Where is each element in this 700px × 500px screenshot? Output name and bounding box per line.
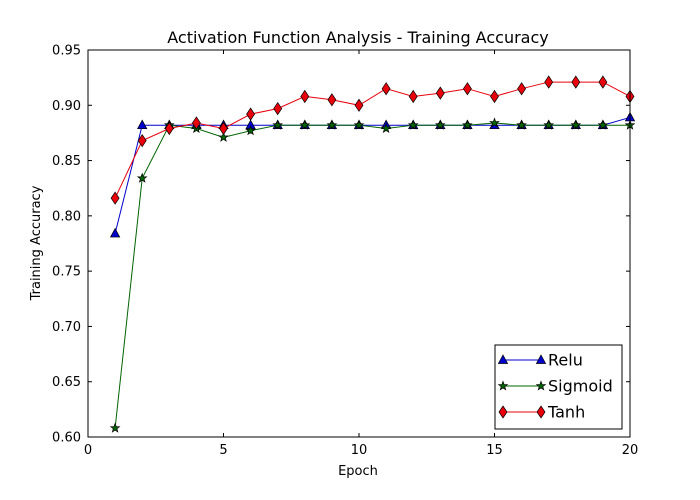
legend-item-relu: Relu	[497, 351, 583, 370]
legend-marker-sigmoid	[497, 380, 509, 391]
x-axis-label: Epoch	[338, 464, 378, 479]
data-point-sigmoid	[272, 119, 284, 130]
axis-ticks: 0 5 10 15 20 0.60 0.65 0.70 0.75 0.80 0.85 0.90 0.95	[52, 44, 638, 459]
data-point-sigmoid	[380, 122, 392, 134]
legend-item-tanh: Tanh	[498, 403, 585, 422]
legend-marker-relu	[497, 354, 509, 364]
data-point-relu	[109, 227, 121, 238]
data-point-sigmoid	[353, 119, 365, 130]
data-point-tanh	[164, 121, 174, 136]
legend-marker-tanh	[498, 405, 508, 419]
x-tick-label: 20	[622, 443, 639, 458]
legend-item-sigmoid: Sigmoid	[497, 377, 613, 396]
data-point-tanh	[435, 86, 445, 100]
data-point-sigmoid	[299, 119, 311, 130]
series-tanh	[110, 75, 635, 205]
data-point-tanh	[381, 82, 391, 96]
y-tick-label: 0.60	[52, 431, 81, 446]
legend-label-sigmoid: Sigmoid	[548, 377, 613, 396]
data-point-relu	[137, 119, 148, 130]
y-tick-label: 0.65	[52, 375, 81, 390]
data-point-sigmoid	[434, 119, 446, 130]
data-point-tanh	[300, 89, 310, 104]
series-line-sigmoid	[114, 122, 630, 429]
series-relu	[109, 111, 636, 238]
chart-title: Activation Function Analysis - Training …	[167, 28, 548, 47]
data-point-tanh	[462, 82, 472, 96]
y-tick-label: 0.95	[52, 44, 81, 59]
x-tick-label: 10	[351, 443, 368, 458]
x-tick-label: 0	[84, 443, 92, 458]
data-point-sigmoid	[218, 131, 229, 142]
data-point-tanh	[219, 121, 228, 136]
data-point-sigmoid	[462, 119, 473, 130]
data-point-tanh	[490, 89, 499, 104]
series-line-relu	[114, 116, 631, 234]
data-point-sigmoid	[489, 117, 500, 128]
data-point-tanh	[273, 101, 283, 116]
data-point-sigmoid	[326, 119, 338, 130]
data-point-tanh	[517, 82, 527, 96]
data-point-tanh	[544, 75, 554, 89]
data-point-sigmoid	[136, 172, 148, 183]
data-point-sigmoid	[109, 422, 121, 433]
y-tick-label: 0.80	[52, 209, 81, 224]
legend: Relu Sigmoid Tanh	[494, 344, 623, 430]
data-point-tanh	[354, 98, 364, 112]
plot-area	[109, 75, 636, 433]
legend-marker-relu	[535, 354, 547, 364]
y-tick-label: 0.75	[52, 265, 81, 280]
data-point-tanh	[137, 134, 147, 148]
legend-label-relu: Relu	[548, 351, 583, 370]
legend-label-tanh: Tanh	[547, 403, 585, 422]
data-point-tanh	[571, 75, 581, 89]
y-tick-label: 0.85	[52, 154, 81, 169]
data-point-sigmoid	[570, 119, 582, 130]
y-axis-label: Training Accuracy	[29, 185, 44, 301]
x-tick-label: 5	[219, 443, 227, 458]
data-point-sigmoid	[516, 119, 527, 130]
data-point-tanh	[408, 89, 418, 104]
data-point-sigmoid	[407, 119, 419, 130]
series-line-tanh	[114, 81, 631, 199]
y-tick-label: 0.90	[52, 99, 81, 114]
x-tick-label: 15	[486, 443, 503, 458]
data-point-sigmoid	[597, 119, 609, 130]
legend-marker-tanh	[536, 405, 546, 419]
data-point-tanh	[110, 191, 120, 205]
legend-marker-sigmoid	[535, 380, 547, 391]
data-point-sigmoid	[543, 119, 555, 130]
y-tick-label: 0.70	[52, 320, 81, 335]
data-point-tanh	[327, 93, 337, 107]
data-point-tanh	[598, 75, 608, 89]
legend-frame	[494, 344, 623, 430]
data-point-sigmoid	[245, 125, 256, 136]
data-point-tanh	[191, 116, 201, 130]
data-point-tanh	[246, 107, 256, 121]
